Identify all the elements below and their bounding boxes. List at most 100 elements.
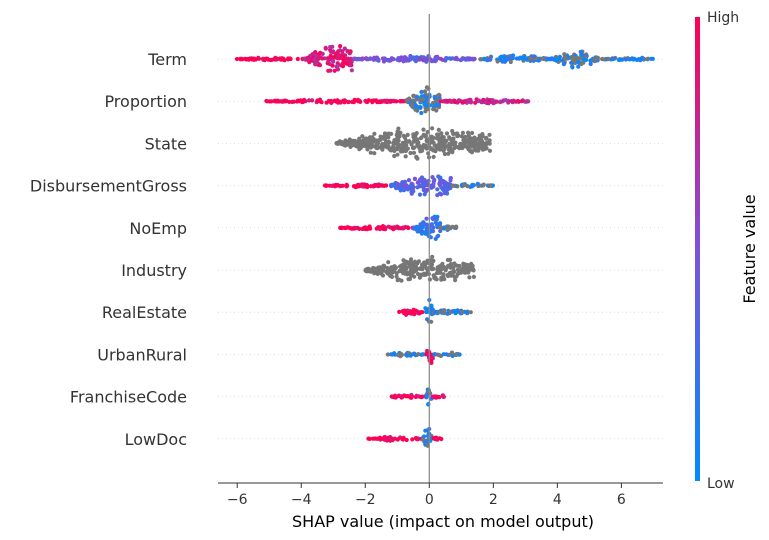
shap-point: [414, 436, 419, 441]
shap-point: [335, 67, 341, 72]
shap-point: [424, 85, 429, 90]
shap-point: [502, 54, 507, 59]
shap-point: [589, 58, 594, 63]
shap-point: [455, 267, 460, 272]
shap-point: [470, 56, 475, 62]
shap-point: [435, 234, 440, 239]
shap-point: [420, 310, 425, 315]
shap-point: [433, 437, 438, 442]
shap-point: [348, 226, 353, 231]
shap-point: [332, 68, 337, 73]
shap-point: [463, 134, 468, 139]
shap-point: [419, 352, 424, 357]
shap-point: [452, 98, 457, 103]
shap-point: [425, 182, 430, 187]
feature-label: UrbanRural: [97, 345, 187, 364]
shap-point: [455, 145, 460, 150]
shap-point: [454, 225, 459, 230]
shap-point: [366, 57, 371, 62]
shap-point: [388, 99, 393, 104]
shap-point: [368, 150, 373, 155]
shap-point: [434, 136, 439, 141]
shap-point: [445, 191, 450, 196]
shap-point: [431, 179, 436, 184]
shap-point: [434, 217, 439, 222]
x-tick-label: −6: [227, 492, 248, 508]
shap-point: [435, 193, 440, 198]
shap-point: [364, 226, 369, 231]
shap-point: [576, 64, 581, 69]
shap-point: [399, 394, 404, 399]
shap-point: [269, 99, 274, 104]
feature-label: State: [145, 134, 187, 153]
shap-point: [335, 63, 340, 69]
shap-point: [417, 192, 423, 197]
shap-point: [291, 99, 296, 104]
feature-label: Term: [147, 50, 187, 69]
shap-point: [274, 98, 279, 103]
shap-point: [459, 141, 464, 147]
shap-point: [264, 56, 269, 61]
shap-point: [375, 146, 380, 151]
shap-point: [323, 45, 328, 51]
shap-point: [646, 56, 651, 61]
shap-point: [338, 100, 343, 105]
shap-point: [444, 226, 450, 231]
shap-point: [394, 274, 399, 279]
shap-point: [466, 270, 471, 275]
shap-point: [440, 57, 445, 62]
shap-point: [431, 217, 436, 222]
feature-label: Industry: [121, 261, 187, 280]
shap-point: [463, 144, 468, 149]
shap-point: [440, 309, 446, 314]
shap-point: [410, 263, 415, 268]
shap-point: [365, 141, 370, 146]
feature-points: [385, 348, 462, 365]
shap-point: [442, 151, 447, 157]
shap-point: [450, 353, 455, 358]
shap-point: [526, 99, 531, 104]
shap-point: [354, 57, 360, 62]
shap-point: [345, 183, 350, 188]
shap-point: [396, 225, 401, 230]
shap-point: [374, 226, 379, 231]
shap-point: [391, 146, 396, 151]
shap-point: [441, 264, 446, 270]
shap-point: [429, 319, 434, 324]
shap-point: [592, 57, 597, 62]
shap-point: [378, 134, 383, 139]
points-layer: [234, 44, 655, 448]
shap-point: [408, 150, 413, 156]
shap-point: [347, 51, 352, 56]
shap-point: [444, 352, 449, 357]
shap-point: [425, 187, 430, 192]
shap-point: [402, 186, 407, 191]
shap-point: [444, 138, 449, 143]
x-axis-title: SHAP value (impact on model output): [292, 512, 594, 531]
shap-point: [411, 150, 417, 155]
shap-point: [579, 61, 584, 67]
shap-point: [409, 189, 414, 195]
colorbar: [695, 17, 700, 481]
shap-point: [423, 109, 428, 114]
shap-point: [406, 277, 411, 282]
shap-point: [484, 135, 489, 140]
shap-point: [330, 99, 335, 104]
shap-point: [392, 264, 397, 269]
shap-point: [402, 182, 407, 187]
shap-point: [281, 99, 287, 104]
shap-point: [413, 59, 418, 64]
shap-point: [360, 56, 365, 61]
shap-point: [649, 56, 654, 61]
shap-point: [405, 99, 410, 104]
shap-point: [328, 68, 333, 73]
shap-point: [412, 225, 417, 230]
shap-point: [481, 182, 486, 187]
shap-point: [381, 263, 386, 268]
shap-point: [468, 142, 473, 147]
shap-point: [330, 63, 335, 68]
shap-point: [282, 58, 287, 63]
shap-point: [498, 55, 503, 60]
shap-point: [481, 145, 486, 150]
shap-point: [424, 216, 429, 221]
